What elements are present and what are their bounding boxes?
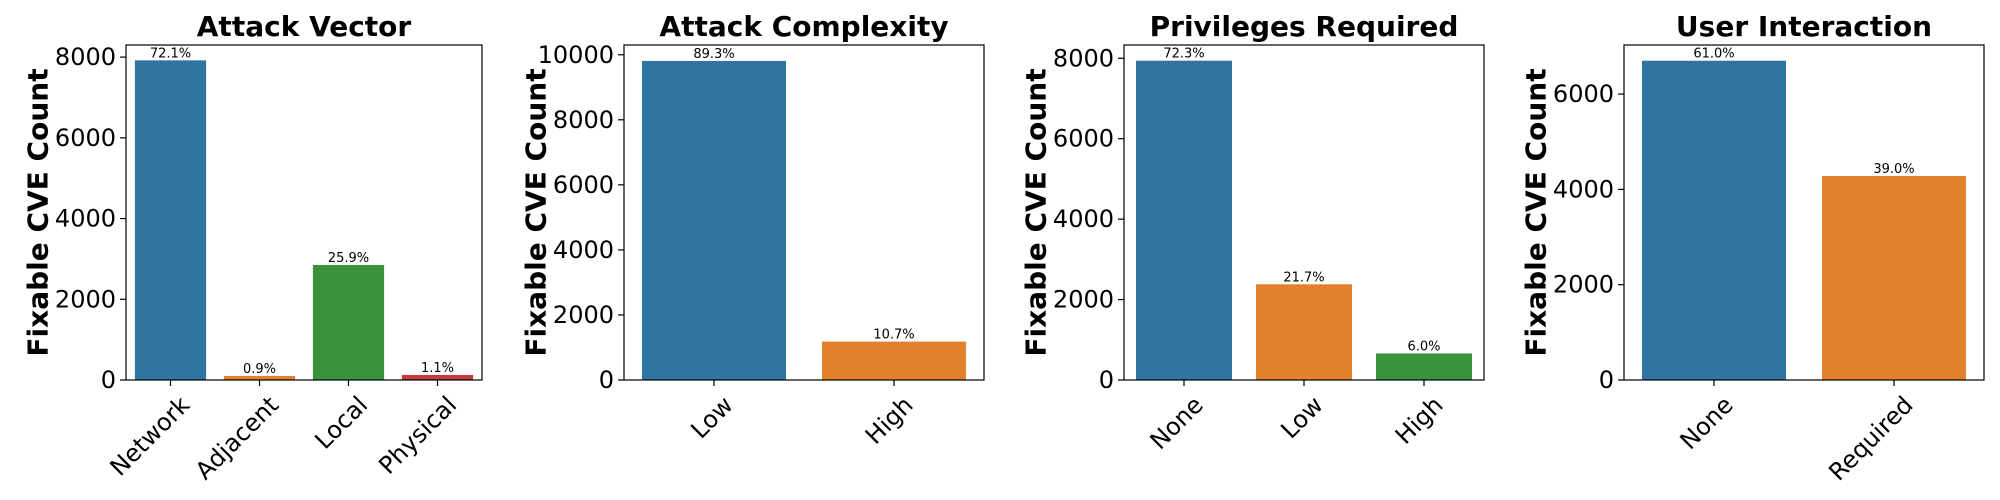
chart-1-ytick-label-2: 2000 xyxy=(55,285,116,313)
chart-2-ytick-label-1: 0 xyxy=(599,366,614,394)
chart-1-xtick-label-4: Physical xyxy=(373,391,462,480)
chart-4-ylabel: Fixable CVE Count xyxy=(1520,68,1553,356)
chart-2-ytick-label-2: 2000 xyxy=(553,301,614,329)
chart-3-ytick-label-2: 2000 xyxy=(1053,286,1114,314)
chart-3-xtick-label-2: Low xyxy=(1275,391,1328,444)
chart-1-data-label-3: 25.9% xyxy=(328,251,369,266)
chart-3-bar-3 xyxy=(1376,353,1472,380)
chart-4-xtick-label-1: None xyxy=(1675,391,1739,455)
chart-2-data-label-1: 89.3% xyxy=(693,47,734,62)
chart-3: 72.3% 21.7% 6.0% 0 2000 4000 6000 8000 None Low Hi… xyxy=(1020,10,1485,455)
chart-3-bar-2 xyxy=(1256,284,1352,380)
chart-2-ytick-label-3: 4000 xyxy=(553,236,614,264)
chart-4-title: User Interaction xyxy=(1676,10,1932,43)
chart-4-ytick-label-1: 0 xyxy=(1599,366,1614,394)
chart-2: 89.3% 10.7% 0 2000 4000 6000 8000 10000 Low High F… xyxy=(520,10,985,450)
chart-3-ytick-label-4: 6000 xyxy=(1053,125,1114,153)
chart-1-data-label-1: 72.1% xyxy=(150,46,191,61)
chart-4: 61.0% 39.0% 0 2000 4000 6000 None Required Fixab… xyxy=(1520,10,1985,486)
chart-1-data-label-4: 1.1% xyxy=(421,361,454,376)
chart-3-title: Privileges Required xyxy=(1150,10,1459,43)
chart-2-bar-2 xyxy=(822,341,966,380)
chart-2-ytick-label-4: 6000 xyxy=(553,171,614,199)
chart-1-bar-4 xyxy=(401,374,474,380)
chart-2-xtick-label-1: Low xyxy=(685,391,738,444)
chart-3-data-label-2: 21.7% xyxy=(1283,270,1324,285)
chart-4-ytick-label-4: 6000 xyxy=(1553,80,1614,108)
chart-4-data-label-2: 39.0% xyxy=(1873,162,1914,177)
chart-3-ytick-label-1: 0 xyxy=(1099,366,1114,394)
chart-3-xtick-label-3: High xyxy=(1390,391,1449,450)
chart-1-ylabel: Fixable CVE Count xyxy=(22,68,55,356)
chart-1-xtick-label-2: Adjacent xyxy=(190,391,284,485)
chart-2-ytick-label-5: 8000 xyxy=(553,106,614,134)
chart-3-ytick-label-3: 4000 xyxy=(1053,205,1114,233)
chart-1-xtick-label-1: Network xyxy=(105,391,196,482)
chart-1-bar-3 xyxy=(312,264,385,380)
chart-1-xtick-label-3: Local xyxy=(309,391,373,455)
chart-4-bar-2 xyxy=(1822,176,1966,380)
chart-4-bar-1 xyxy=(1642,60,1786,380)
chart-1-axes-frame xyxy=(125,44,483,381)
chart-3-xtick-label-1: None xyxy=(1145,391,1209,455)
chart-2-ytick-label-6: 10000 xyxy=(538,41,614,69)
chart-2-data-label-2: 10.7% xyxy=(873,328,914,343)
chart-2-xtick-label-2: High xyxy=(860,391,919,450)
chart-2-axes-frame xyxy=(623,44,985,381)
chart-4-ytick-label-2: 2000 xyxy=(1553,271,1614,299)
chart-3-bar-1 xyxy=(1136,60,1232,381)
chart-1-bar-1 xyxy=(134,60,207,381)
chart-2-title: Attack Complexity xyxy=(659,10,948,43)
chart-3-data-label-1: 72.3% xyxy=(1163,47,1204,62)
chart-1-ytick-label-5: 8000 xyxy=(55,43,116,71)
chart-1-title: Attack Vector xyxy=(197,10,412,43)
chart-4-axes-frame xyxy=(1623,44,1985,381)
chart-1-data-label-2: 0.9% xyxy=(243,362,276,377)
chart-1-ytick-label-1: 0 xyxy=(101,366,116,394)
chart-1-ytick-label-4: 6000 xyxy=(55,124,116,152)
chart-4-ytick-label-3: 4000 xyxy=(1553,175,1614,203)
chart-4-xtick-label-2: Required xyxy=(1823,391,1918,486)
chart-1-ytick-label-3: 4000 xyxy=(55,205,116,233)
chart-1-bar-2 xyxy=(223,375,296,380)
chart-2-bar-1 xyxy=(642,60,786,381)
chart-3-ylabel: Fixable CVE Count xyxy=(1020,68,1053,356)
chart-3-ytick-label-5: 8000 xyxy=(1053,44,1114,72)
chart-4-data-label-1: 61.0% xyxy=(1693,47,1734,62)
chart-1: 72.1% 0.9% 25.9% 1.1% 0 2000 4000 6000 8000 Netwo… xyxy=(22,10,483,485)
chart-2-ylabel: Fixable CVE Count xyxy=(520,68,553,356)
chart-3-data-label-3: 6.0% xyxy=(1407,339,1440,354)
